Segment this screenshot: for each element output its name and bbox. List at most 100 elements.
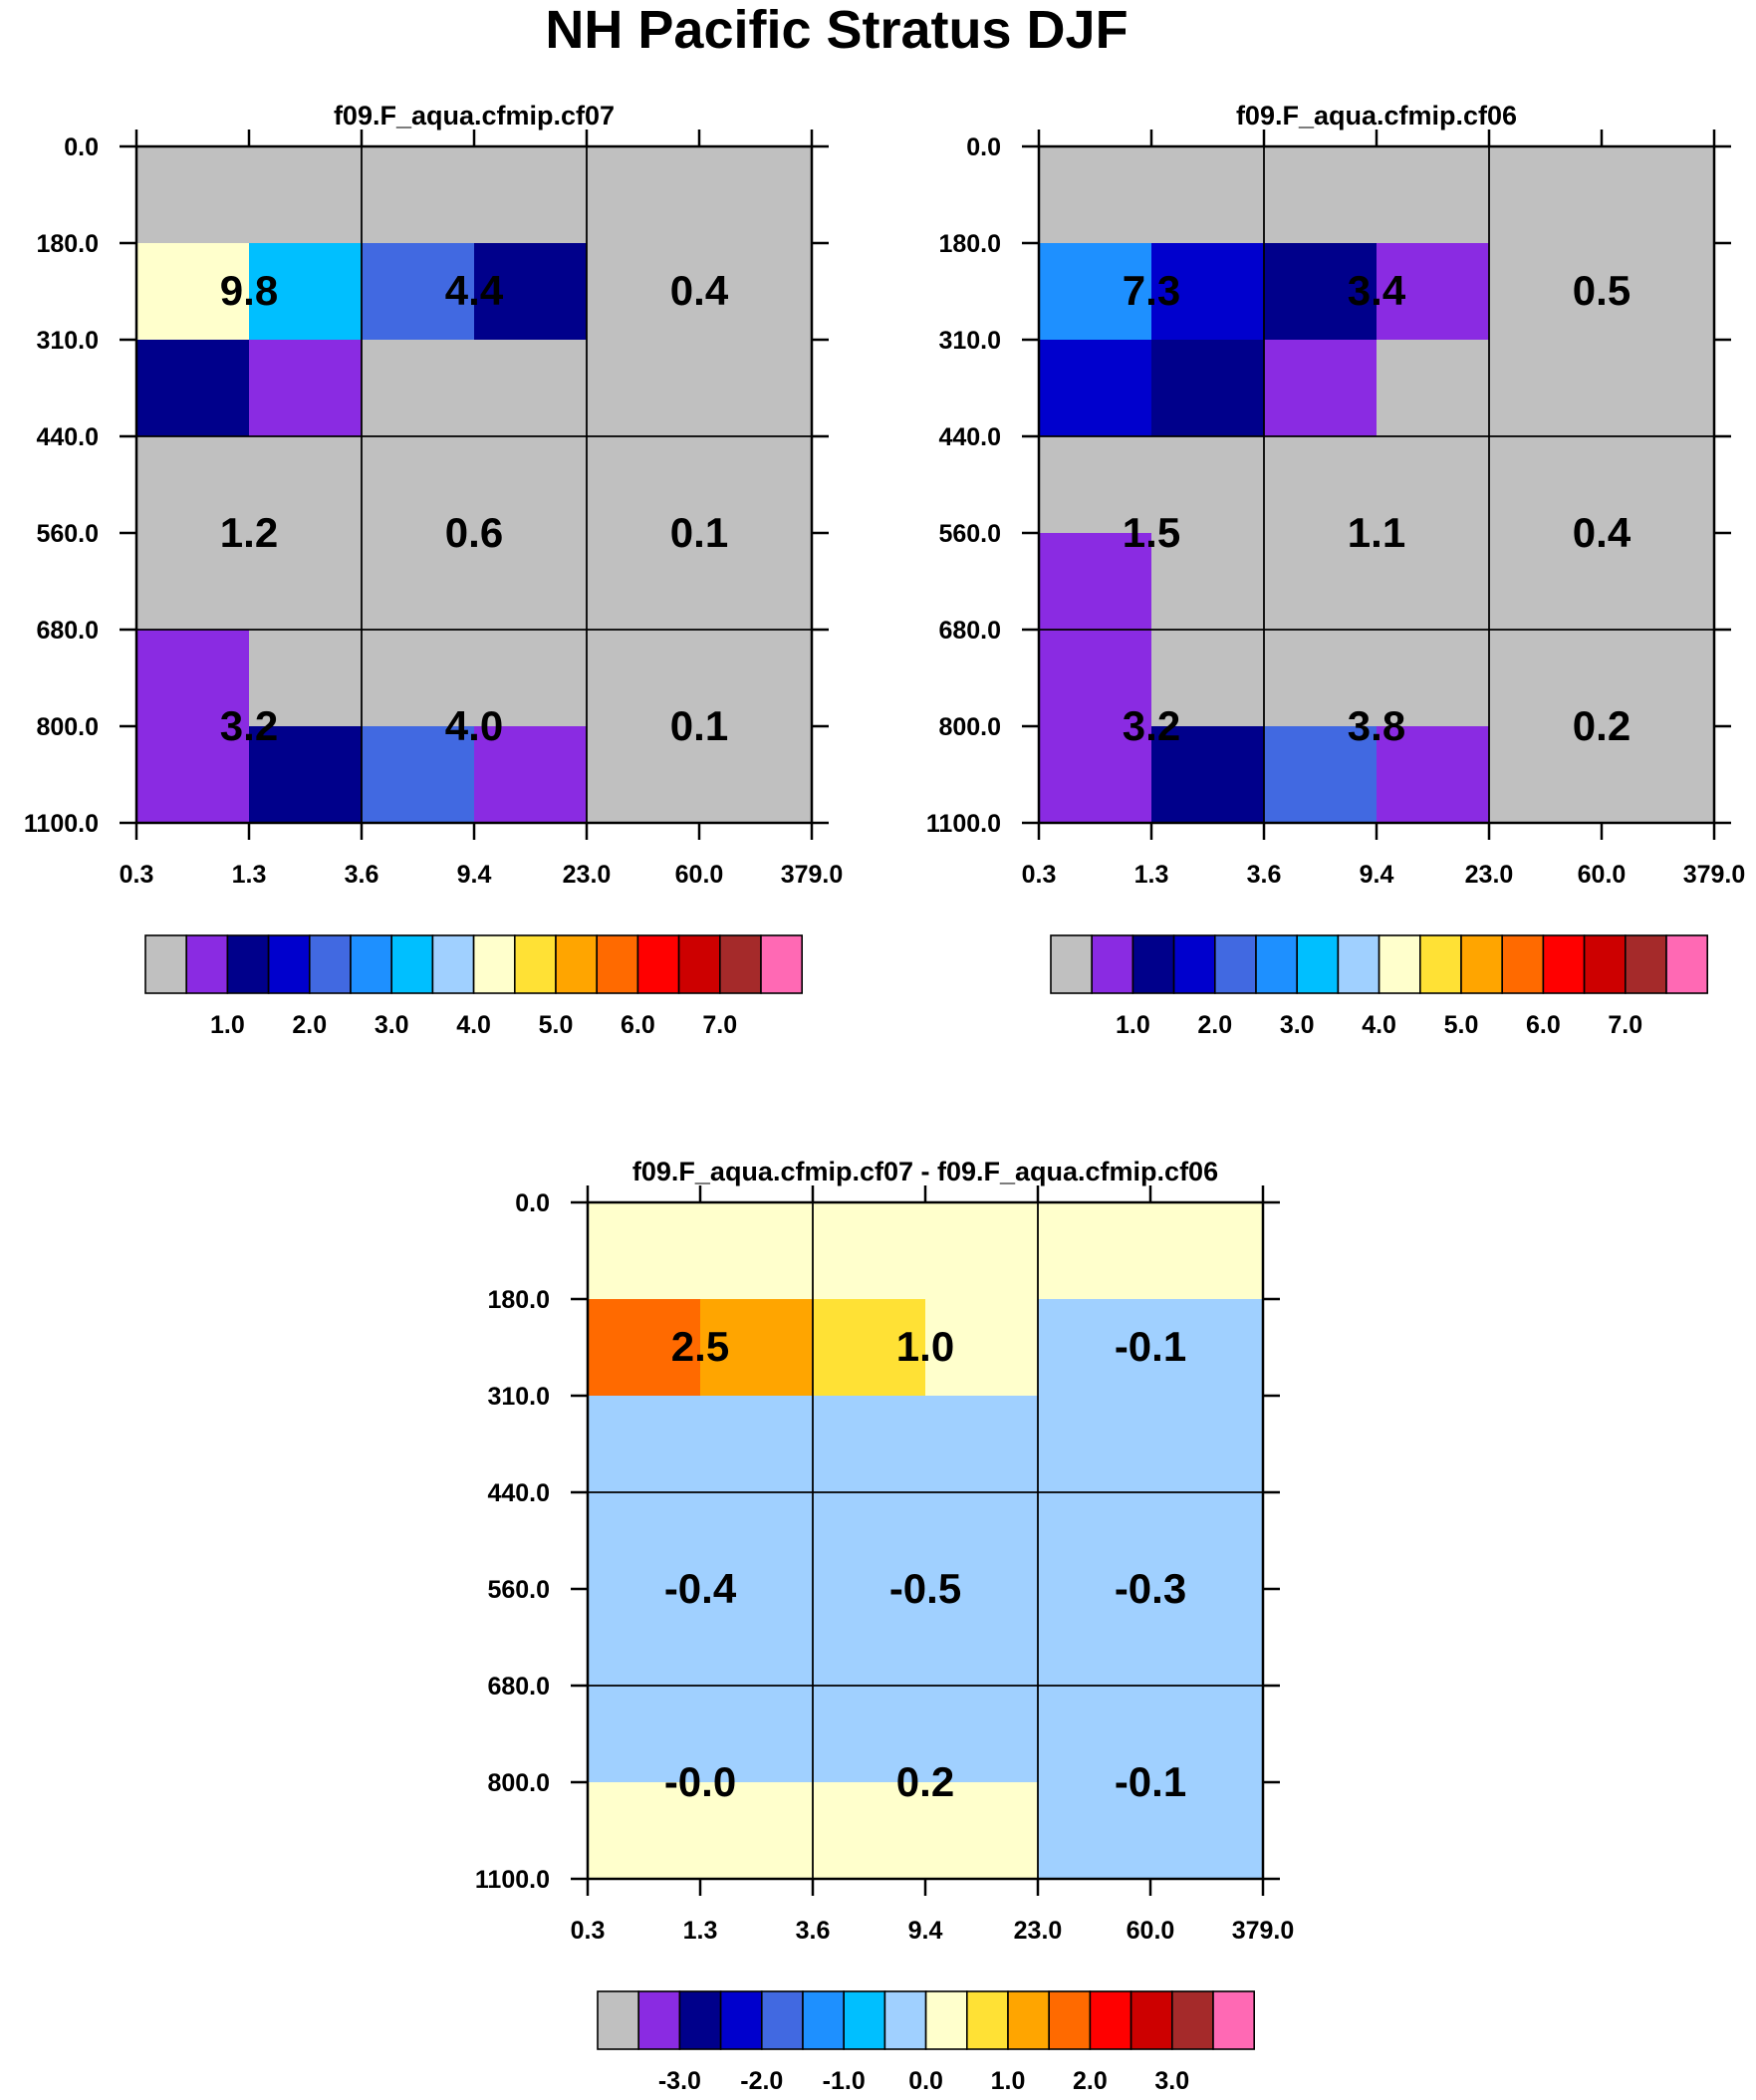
heatmap-cell [700,1686,814,1783]
heatmap-cell [699,146,813,244]
heatmap-panel: f09.F_aqua.cfmip.cf07 - f09.F_aqua.cfmip… [475,1157,1294,2095]
colorbar-swatch [1050,934,1094,994]
colorbar: 1.0 2.0 3.0 4.0 5.0 6.0 7.0 [144,934,804,1039]
heatmap-cell [1150,1492,1264,1590]
heatmap-cell [1150,1686,1264,1783]
heatmap-cell [1039,630,1152,727]
colorbar-swatch [843,1990,886,2050]
heatmap-cell [249,436,363,534]
heatmap-cell [1038,1299,1151,1397]
colorbar-swatch [883,1990,927,2050]
heatmap-cell [813,1396,926,1493]
heatmap-cell [474,533,588,631]
heatmap-cell [1377,243,1490,341]
heatmap-cell [136,630,250,727]
heatmap-cell [1039,146,1152,244]
colorbar-swatch [390,934,434,994]
heatmap-panel: f09.F_aqua.cfmip.cf06 0.0 180.0 310.0 440.0 5… [926,101,1745,1039]
colorbar-label: 4.0 [1362,1011,1396,1039]
colorbar-swatch [678,1990,722,2050]
cell-value-label: -0.1 [1115,1323,1186,1370]
colorbar-swatch [718,934,762,994]
heatmap-cell [136,146,250,244]
cell-value-label: 3.8 [1348,702,1405,749]
heatmap-cell [1039,533,1152,631]
colorbar-swatch [677,934,721,994]
x-tick-label: 3.6 [1247,861,1282,889]
colorbar-swatch [1171,1990,1214,2050]
x-tick-label: 23.0 [1014,1917,1063,1945]
colorbar-label: 2.0 [1197,1011,1232,1039]
y-tick-label: 310.0 [36,327,99,355]
heatmap-cell [1151,146,1265,244]
y-tick-label: 1100.0 [926,810,1001,838]
heatmap-cell [588,1202,701,1300]
cell-value-label: 4.0 [445,702,503,749]
colorbar-swatch [1089,1990,1132,2050]
x-tick-label: 9.4 [457,861,492,889]
heatmap-cell [699,630,813,727]
heatmap-cell [249,146,363,244]
colorbar-swatch [924,1990,968,2050]
heatmap-cell [1151,340,1265,437]
cell-value-label: -0.5 [889,1565,961,1612]
colorbar-swatch [637,1990,681,2050]
colorbar-label: 1.0 [991,2067,1026,2095]
heatmap-cell [588,1686,701,1783]
y-tick-label: 1100.0 [475,1866,550,1894]
cell-value-label: 2.5 [671,1323,729,1370]
heatmap-cell [813,1299,926,1397]
colorbar-swatch [760,1990,804,2050]
colorbar-swatch [1212,1990,1256,2050]
x-tick-label: 60.0 [675,861,724,889]
x-tick-label: 1.3 [1134,861,1169,889]
heatmap-cell [1489,340,1603,437]
colorbar-swatch [555,934,599,994]
y-tick-label: 1100.0 [24,810,99,838]
y-tick-label: 180.0 [487,1286,550,1314]
heatmap-cell [1377,436,1490,534]
heatmap-cell [1264,726,1378,824]
heatmap-cell [1150,1782,1264,1880]
heatmap-cell [587,340,700,437]
heatmap-cell [474,243,588,341]
y-tick-label: 0.0 [515,1189,550,1217]
colorbar-swatch [1337,934,1380,994]
heatmap-cell [474,340,588,437]
colorbar-label: 1.0 [210,1011,245,1039]
heatmap-cell [925,1396,1039,1493]
heatmap-cell [1264,146,1378,244]
y-tick-label: 800.0 [938,713,1001,741]
heatmap-cell [1377,726,1490,824]
y-tick-label: 560.0 [487,1576,550,1604]
heatmap-cell [1038,1396,1151,1493]
colorbar: 1.0 2.0 3.0 4.0 5.0 6.0 7.0 [1050,934,1709,1039]
heatmap-panel: f09.F_aqua.cfmip.cf07 0.0 180.0 310.0 440.0 5… [24,101,843,1039]
heatmap-cell [1151,630,1265,727]
colorbar-swatch [597,1990,640,2050]
x-tick-label: 9.4 [908,1917,943,1945]
heatmap-cell [1489,146,1603,244]
y-tick-label: 560.0 [938,520,1001,548]
cell-value-label: 0.5 [1573,267,1631,314]
y-tick-label: 0.0 [64,133,99,161]
cell-value-label: 0.1 [670,509,728,556]
y-tick-label: 800.0 [36,713,99,741]
x-tick-label: 3.6 [345,861,379,889]
colorbar-swatch [596,934,639,994]
heatmap-cell [1377,146,1490,244]
heatmap-cell [136,436,250,534]
heatmap-cell [1151,243,1265,341]
colorbar-swatch [472,934,516,994]
colorbar-swatch [760,934,804,994]
heatmap-cell [1602,243,1715,341]
colorbar-swatch [350,934,393,994]
heatmap-cell [587,436,700,534]
colorbar-swatch [226,934,270,994]
colorbar-swatch [1091,934,1134,994]
colorbar-swatch [513,934,557,994]
heatmap-cell [1150,1202,1264,1300]
y-tick-label: 180.0 [938,230,1001,258]
colorbar-swatch [1542,934,1586,994]
